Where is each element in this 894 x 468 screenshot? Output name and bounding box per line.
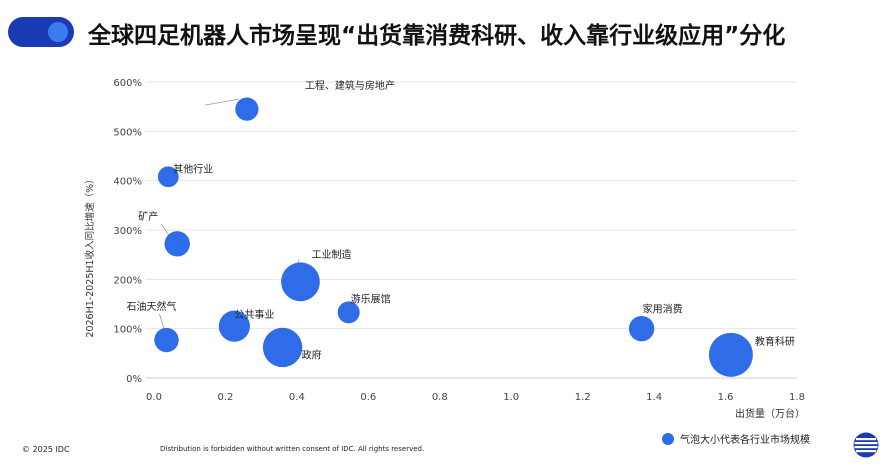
bubble-label: 政府 — [302, 348, 322, 361]
bubble-size-legend: 气泡大小代表各行业市场规模 — [662, 428, 810, 446]
y-tick-label: 300% — [113, 226, 142, 237]
x-tick-label: 0.8 — [432, 392, 448, 403]
bubble-point — [157, 166, 179, 188]
bubble-point — [628, 315, 655, 342]
legend-text: 气泡大小代表各行业市场规模 — [680, 435, 810, 446]
bubbles — [154, 97, 753, 377]
x-tick-label: 0.4 — [289, 392, 305, 403]
page-title: 全球四足机器人市场呈现“出货靠消费科研、收入靠行业级应用”分化 — [88, 23, 786, 49]
bubble-label: 教育科研 — [755, 335, 795, 348]
bubble-label: 矿产 — [138, 210, 158, 223]
bubble-label: 工程、建筑与房地产 — [305, 79, 395, 92]
bubble-point — [154, 327, 179, 353]
bubble-point — [281, 262, 320, 302]
leader-line — [159, 313, 165, 331]
bubble-point — [262, 327, 303, 368]
leader-line — [204, 98, 239, 106]
x-tick-label: 1.8 — [789, 392, 805, 403]
x-axis-title: 出货量（万台） — [735, 407, 805, 420]
y-tick-label: 100% — [113, 325, 142, 336]
copyright-text: © 2025 IDC — [22, 445, 70, 454]
bubble-point — [235, 97, 259, 121]
grid-lines — [146, 81, 797, 379]
y-axis-title: 2026H1-2025H1收入同比增速（%） — [84, 174, 96, 337]
bubble-label: 其他行业 — [173, 163, 213, 176]
bubble-label: 工业制造 — [311, 248, 351, 261]
x-tick-label: 0.6 — [360, 392, 376, 403]
title-badge-icon — [8, 17, 74, 47]
bubble-label: 公共事业 — [234, 308, 274, 321]
leader-lines — [159, 98, 299, 331]
bubble-label: 游乐展馆 — [351, 292, 391, 305]
x-tick-label: 1.0 — [503, 392, 519, 403]
y-tick-label: 200% — [113, 275, 142, 286]
title-bar: 全球四足机器人市场呈现“出货靠消费科研、收入靠行业级应用”分化 — [8, 10, 888, 56]
title-badge-dot — [48, 22, 68, 42]
x-tick-label: 0.2 — [217, 392, 233, 403]
y-tick-label: 0% — [126, 374, 142, 385]
bubble-label: 石油天然气 — [127, 300, 177, 313]
x-tick-label: 1.4 — [646, 392, 662, 403]
x-tick-label: 0.0 — [146, 392, 162, 403]
x-tick-label: 1.6 — [718, 392, 734, 403]
idc-globe-icon — [853, 432, 879, 458]
y-tick-label: 500% — [113, 127, 142, 138]
bubble-point — [337, 301, 360, 324]
y-tick-label: 600% — [113, 78, 142, 89]
y-tick-labels: 0% 100% 200% 300% 400% 500% 600% — [113, 78, 142, 385]
bubble-point — [164, 231, 190, 257]
legend-bubble-icon — [662, 432, 674, 445]
bubble-label: 家用消费 — [643, 303, 683, 316]
y-tick-label: 400% — [113, 177, 142, 188]
distribution-notice: Distribution is forbidden without writte… — [160, 445, 425, 453]
bubble-point — [708, 332, 753, 377]
x-tick-labels: 0.0 0.2 0.4 0.6 0.8 1.0 1.2 1.4 1.6 1.8 — [146, 392, 805, 403]
bubble-point — [218, 310, 250, 342]
x-tick-label: 1.2 — [575, 392, 591, 403]
